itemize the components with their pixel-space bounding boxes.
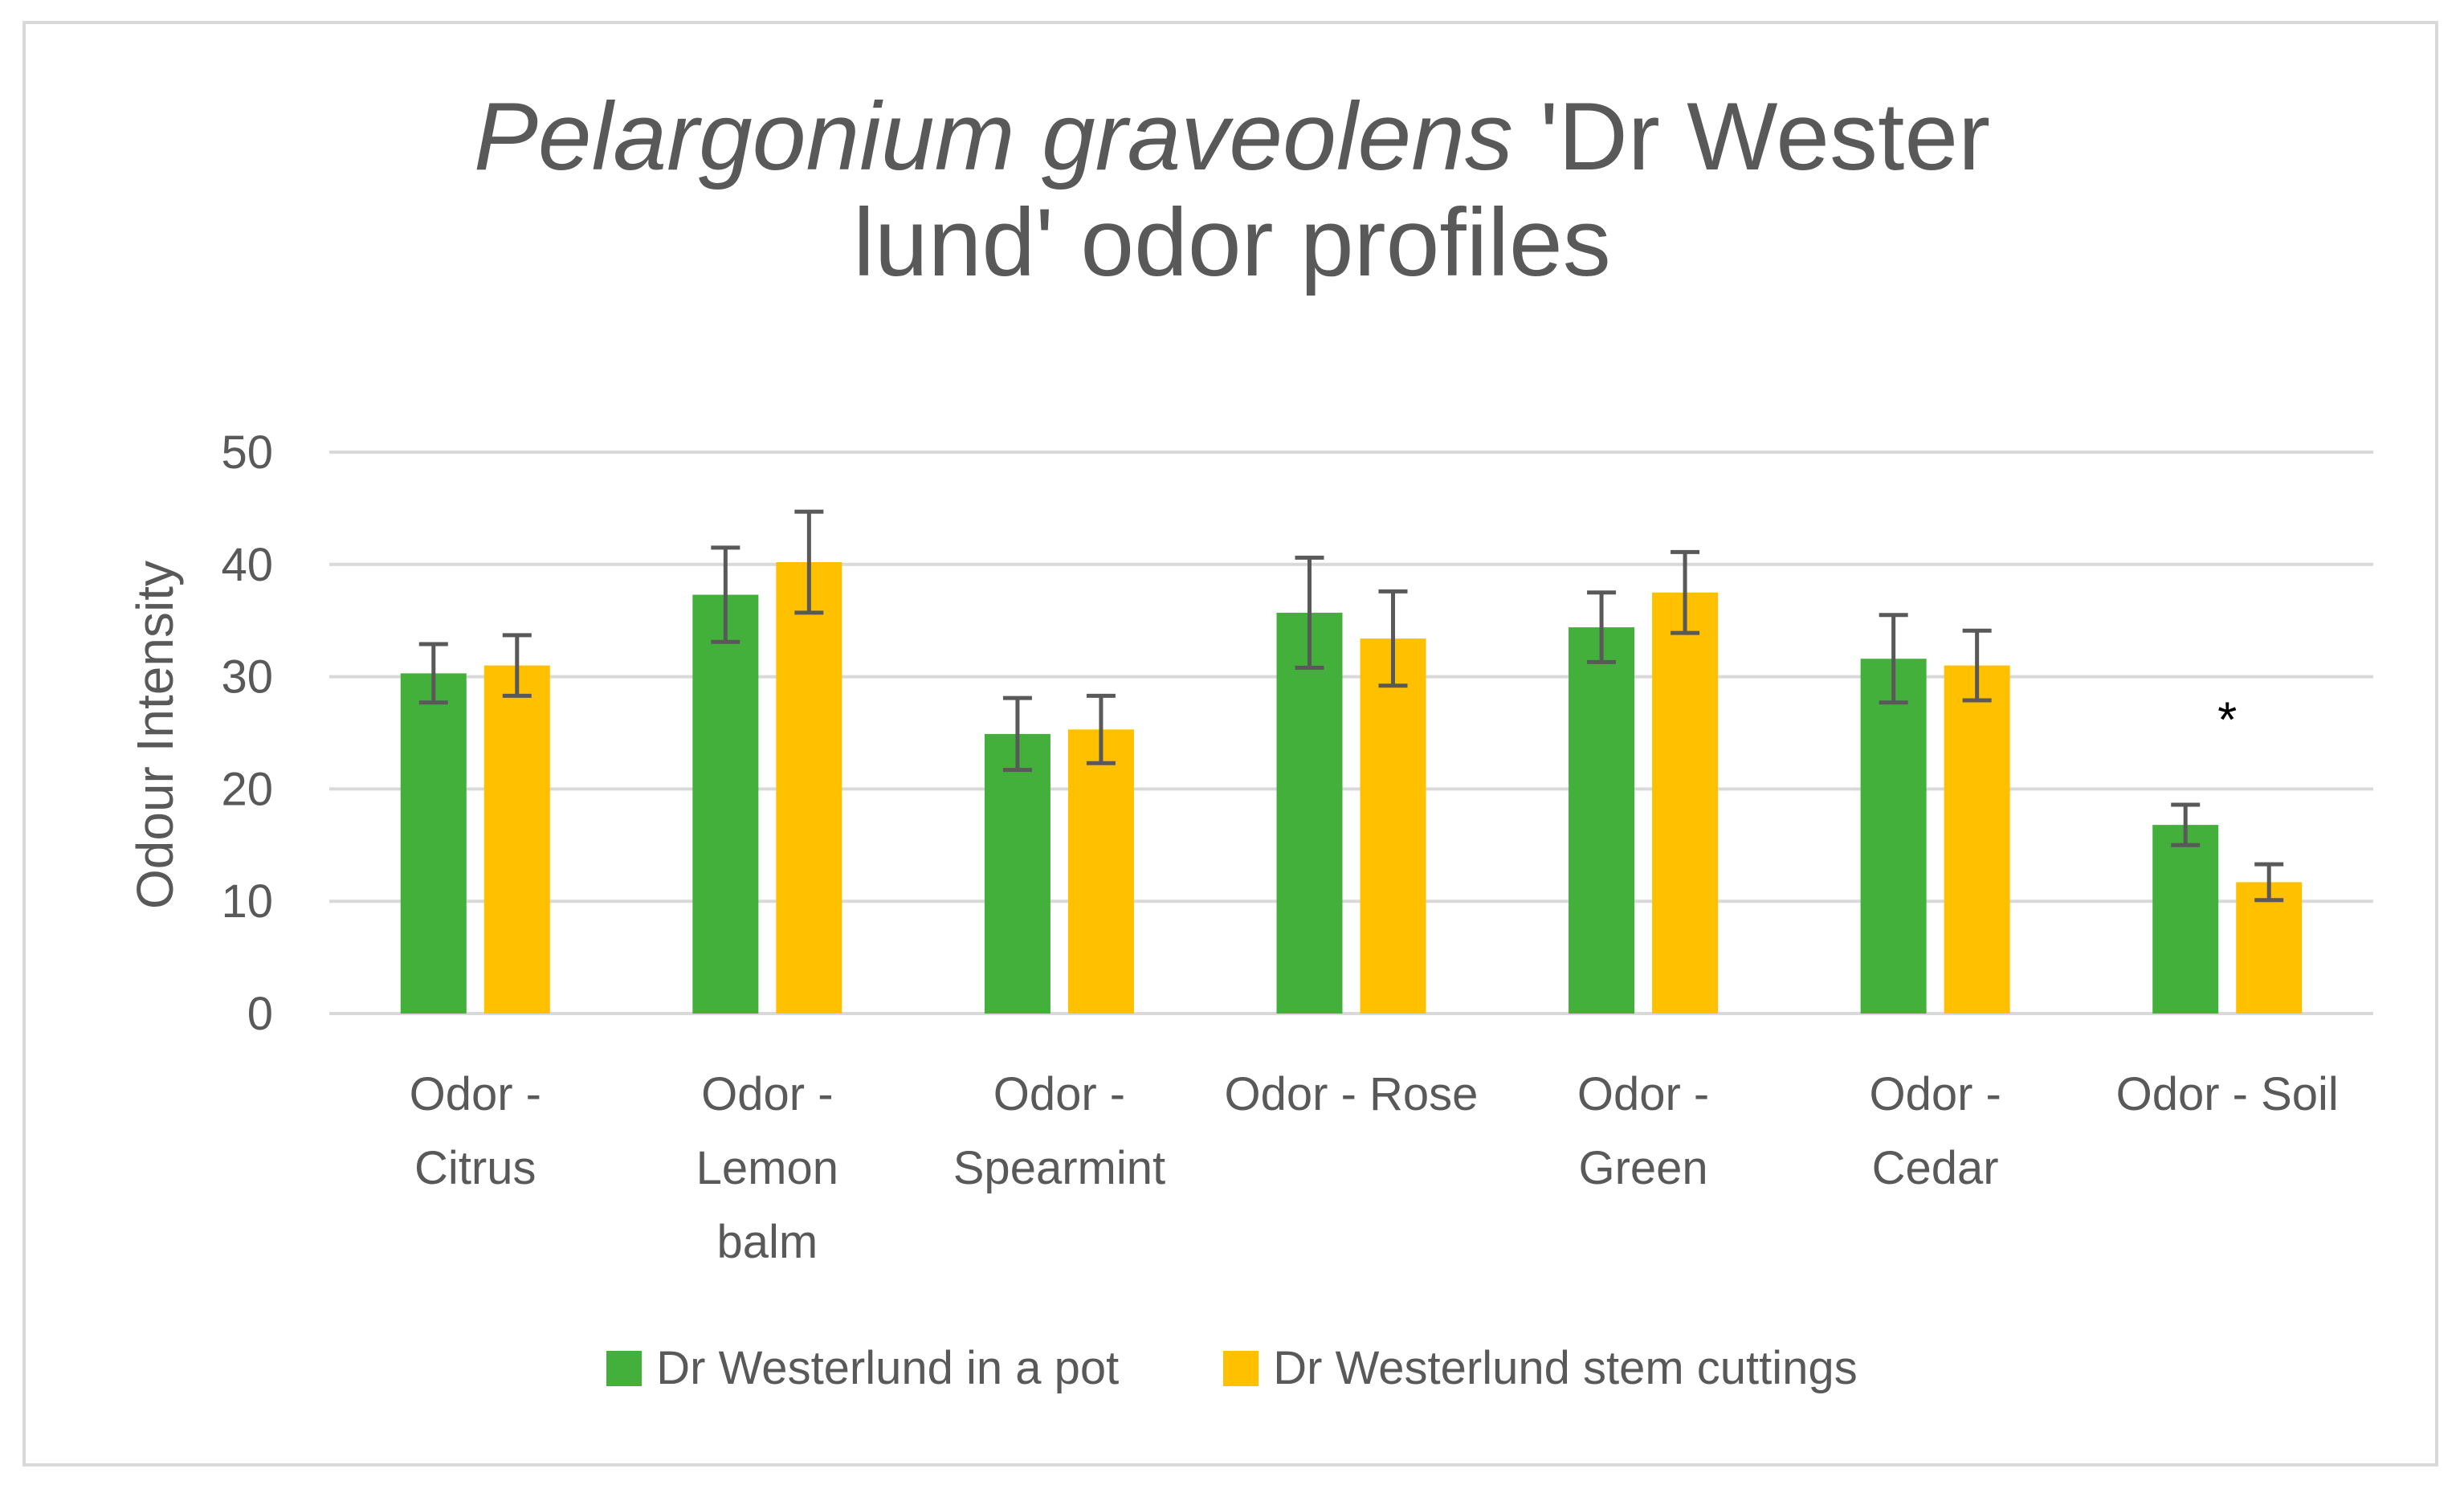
- error-bar-pot-5: [1879, 613, 1908, 705]
- y-tick-label: 50: [221, 426, 273, 479]
- bar-pot-3: [1276, 612, 1343, 1014]
- bar-cuttings-5: [1944, 665, 2010, 1014]
- bar-cuttings-1: [776, 562, 842, 1014]
- bar-cuttings-4: [1652, 592, 1719, 1014]
- error-bar-pot-0: [418, 642, 448, 705]
- bar-pot-0: [400, 673, 467, 1014]
- legend-label-pot: Dr Westerlund in a pot: [656, 1342, 1120, 1394]
- y-axis-ticks: 0 10 20 30 40 50: [221, 426, 273, 1040]
- legend: Dr Westerlund in a pot Dr Westerlund ste…: [0, 1341, 2464, 1395]
- x-axis-labels: Odor -Citrus Odor -Lemon balm Odor -Spearmi…: [410, 1068, 2339, 1268]
- chart-title: Pelargonium graveolens 'Dr Wester lund' …: [0, 88, 2464, 300]
- error-bar-cuttings-3: [1378, 589, 1408, 688]
- legend-label-cuttings: Dr Westerlund stem cuttings: [1273, 1342, 1858, 1394]
- legend-swatch-cuttings: [1223, 1350, 1259, 1386]
- legend-item-pot: Dr Westerlund in a pot: [606, 1341, 1119, 1395]
- bar-cuttings-0: [483, 665, 550, 1014]
- error-bar-pot-4: [1587, 590, 1617, 664]
- annotations: *: [2217, 693, 2237, 749]
- error-bar-pot-2: [1002, 696, 1032, 773]
- significance-marker-0: *: [2217, 693, 2237, 749]
- bar-pot-6: [2152, 825, 2219, 1014]
- error-bar-cuttings-1: [794, 509, 824, 615]
- legend-swatch-pot: [606, 1350, 643, 1386]
- y-tick-label: 10: [221, 875, 273, 928]
- error-bar-pot-6: [2171, 802, 2201, 847]
- bar-pot-1: [692, 594, 759, 1014]
- y-axis-title: Odour Intensity: [126, 561, 184, 909]
- x-tick-label-6: Odor - Soil: [2116, 1068, 2339, 1120]
- x-tick-label-3: Odor - Rose: [1225, 1068, 1479, 1120]
- y-tick-label: 30: [221, 651, 273, 704]
- error-bars: [418, 509, 2284, 903]
- x-tick-label-0: Odor -Citrus: [410, 1068, 541, 1194]
- error-bar-cuttings-4: [1671, 549, 1700, 635]
- chart-title-species: Pelargonium graveolens: [473, 83, 1513, 190]
- error-bar-cuttings-5: [1962, 628, 1992, 703]
- chart-title-line-2: lund' odor profiles: [853, 189, 1611, 296]
- error-bar-pot-3: [1295, 555, 1324, 670]
- error-bar-cuttings-6: [2254, 862, 2284, 903]
- bar-pot-2: [984, 733, 1050, 1014]
- bar-cuttings-3: [1360, 638, 1426, 1014]
- y-tick-label: 20: [221, 763, 273, 815]
- bar-pot-4: [1569, 627, 1635, 1014]
- gridlines: [329, 451, 2373, 1015]
- error-bar-cuttings-0: [502, 633, 532, 698]
- y-tick-label: 40: [221, 539, 273, 591]
- x-tick-label-1: Odor -Lemon balm: [696, 1068, 838, 1268]
- bar-cuttings-2: [1067, 729, 1134, 1014]
- error-bar-pot-1: [711, 545, 740, 644]
- x-tick-label-4: Odor -Green: [1577, 1068, 1709, 1194]
- x-tick-label-5: Odor -Cedar: [1869, 1068, 2001, 1194]
- y-tick-label: 0: [247, 988, 273, 1040]
- error-bar-cuttings-2: [1086, 693, 1116, 765]
- bar-pot-5: [1860, 659, 1927, 1014]
- bars: [400, 562, 2303, 1014]
- chart-title-cultivar: 'Dr Wester: [1513, 83, 1991, 190]
- bar-cuttings-6: [2236, 882, 2303, 1014]
- x-tick-label-2: Odor -Spearmint: [953, 1068, 1165, 1194]
- chart-title-line-1: Pelargonium graveolens 'Dr Wester: [0, 88, 2464, 194]
- legend-item-cuttings: Dr Westerlund stem cuttings: [1223, 1341, 1858, 1395]
